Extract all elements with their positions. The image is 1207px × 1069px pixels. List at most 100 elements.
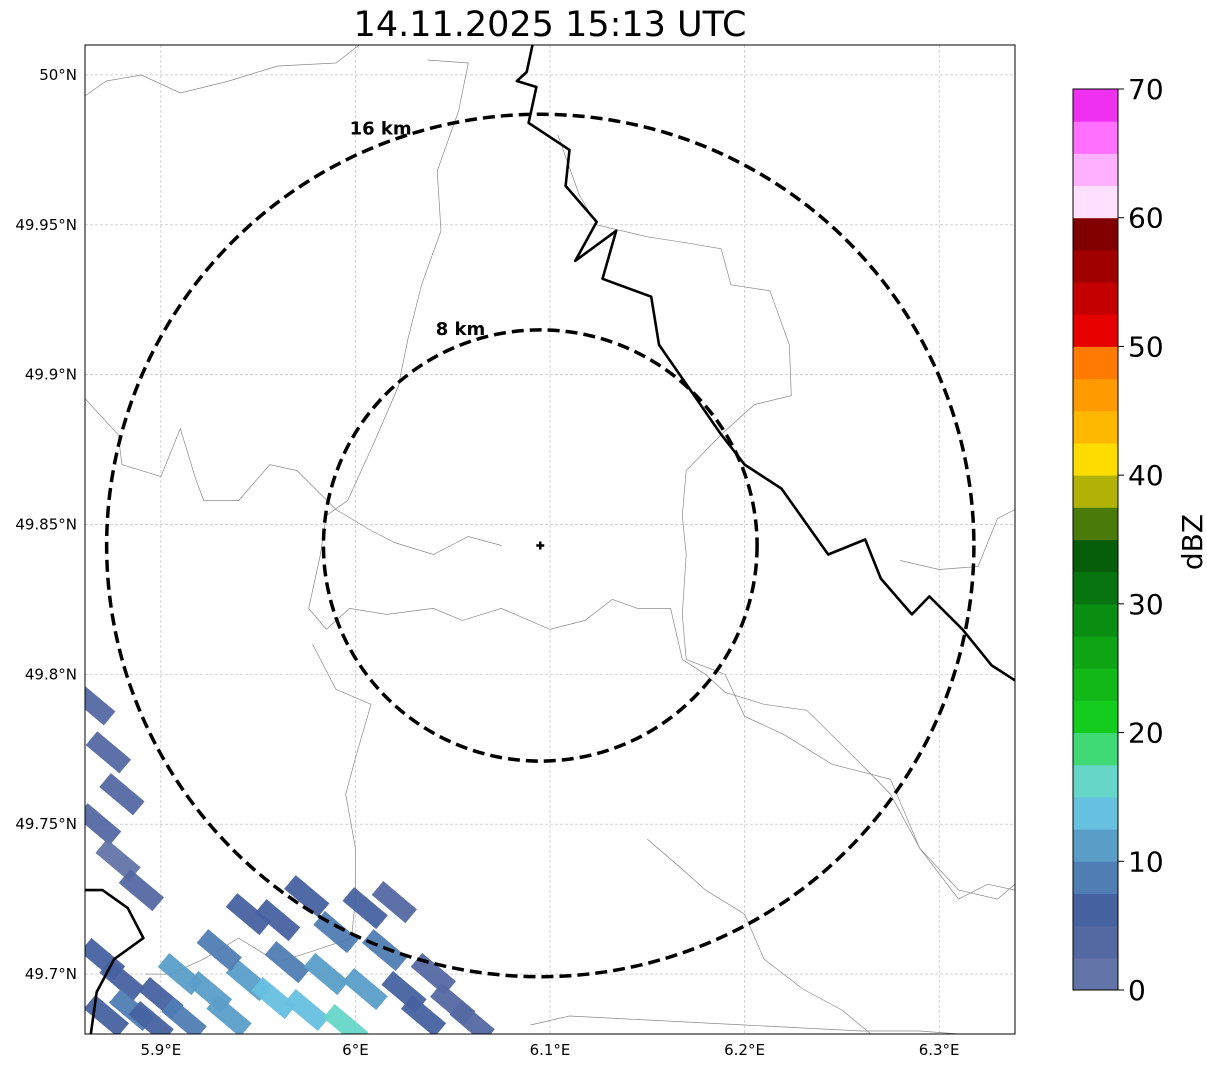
reflectivity-cell	[206, 994, 252, 1034]
national-border-line	[85, 888, 145, 1034]
x-axis-ticks: 5.9°E 6°E 6.1°E 6.2°E 6.3°E	[140, 1041, 959, 1059]
y-tick-label: 49.9°N	[25, 366, 77, 384]
colorbar-segment	[1073, 893, 1118, 927]
colorbar-segment	[1073, 539, 1118, 573]
reflectivity-cell	[264, 941, 310, 984]
reflectivity-cell	[400, 995, 447, 1034]
colorbar-segment	[1073, 603, 1118, 637]
colorbar-segment	[1073, 475, 1118, 508]
reflectivity-cell	[284, 988, 330, 1032]
reflectivity-cell	[323, 1003, 369, 1034]
reflectivity-cell	[99, 959, 145, 1002]
admin-boundary-line	[145, 644, 372, 975]
admin-boundaries	[85, 45, 1015, 1034]
reflectivity-cell	[85, 683, 116, 726]
reflectivity-cell	[85, 731, 131, 774]
colorbar-segment	[1073, 378, 1118, 412]
range-ring	[104, 112, 976, 979]
reflectivity-cell	[303, 953, 349, 996]
plot-title: 14.11.2025 15:13 UTC	[353, 5, 747, 45]
reflectivity-cell	[157, 953, 203, 996]
reflectivity-cell	[361, 929, 408, 972]
range-ring-label: 16 km	[350, 119, 412, 140]
colorbar-segment	[1073, 925, 1118, 959]
y-tick-label: 49.8°N	[25, 665, 77, 683]
y-tick-label: 50°N	[39, 66, 77, 84]
national-borders	[85, 45, 1015, 1034]
colorbar-tick-label: 10	[1128, 845, 1164, 878]
colorbar-segment	[1073, 121, 1118, 154]
colorbar-segment	[1073, 668, 1118, 701]
colorbar-segment	[1073, 796, 1118, 830]
reflectivity-cell	[196, 929, 242, 972]
admin-boundary-line	[85, 45, 360, 97]
reflectivity-cell	[251, 977, 297, 1020]
colorbar-segment	[1073, 346, 1118, 380]
colorbar-segment	[1073, 861, 1118, 894]
colorbar-segment	[1073, 700, 1118, 734]
reflectivity-cell	[161, 997, 207, 1034]
reflectivity-cell	[85, 803, 122, 846]
reflectivity-cell	[254, 899, 301, 942]
admin-boundary-line	[85, 398, 502, 555]
admin-boundary-line	[686, 659, 1015, 900]
colorbar-segment	[1073, 829, 1118, 862]
reflectivity-cell	[371, 881, 417, 924]
x-tick-label: 6°E	[342, 1041, 369, 1059]
admin-boundary-line	[647, 838, 872, 1034]
colorbar-segment	[1073, 957, 1118, 991]
radar-site-marker	[536, 541, 545, 550]
colorbar-segment	[1073, 732, 1118, 766]
gridlines	[85, 45, 1015, 1034]
colorbar-segment	[1073, 507, 1118, 540]
y-axis-ticks: 50°N 49.95°N 49.9°N 49.85°N 49.8°N 49.75°N 49.…	[15, 66, 77, 983]
x-tick-label: 5.9°E	[140, 1041, 181, 1059]
range-ring-label: 8 km	[436, 319, 486, 340]
reflectivity-cell	[99, 773, 145, 816]
colorbar-segment	[1073, 442, 1118, 476]
colorbar-tick-label: 0	[1128, 974, 1146, 1007]
colorbar-segment	[1073, 314, 1118, 347]
colorbar-segment	[1073, 282, 1118, 315]
colorbar-tick-label: 30	[1128, 588, 1164, 621]
colorbar-tick-label: 50	[1128, 330, 1164, 363]
colorbar-tick-label: 60	[1128, 202, 1164, 235]
reflectivity-cell	[342, 967, 388, 1011]
national-border-line	[515, 45, 1015, 682]
colorbar: 0 10 20 30 40 50 60 70 dBZ	[1072, 73, 1207, 1007]
x-tick-label: 6.2°E	[724, 1041, 765, 1059]
y-tick-label: 49.75°N	[15, 815, 77, 833]
reflectivity-cell	[284, 875, 330, 918]
colorbar-tick-label: 40	[1128, 459, 1164, 492]
colorbar-segment	[1073, 571, 1118, 605]
colorbar-frame	[1072, 88, 1119, 991]
colorbar-tick-label: 70	[1128, 73, 1164, 106]
admin-boundary-line	[530, 1015, 959, 1034]
reflectivity-cell	[118, 869, 165, 912]
reflectivity-cell	[410, 953, 456, 996]
colorbar-segment	[1073, 185, 1118, 219]
colorbar-segment	[1073, 89, 1118, 122]
y-tick-label: 49.95°N	[15, 216, 77, 234]
map-background	[85, 45, 1015, 1034]
colorbar-segment	[1073, 249, 1118, 283]
reflectivity-cell	[128, 1000, 174, 1034]
y-tick-label: 49.85°N	[15, 516, 77, 534]
colorbar-segment	[1073, 764, 1118, 798]
reflectivity-field	[85, 683, 495, 1034]
admin-boundary-line	[681, 395, 792, 660]
admin-boundary-line	[308, 59, 683, 660]
reflectivity-cell	[449, 1000, 495, 1034]
colorbar-segment	[1073, 636, 1118, 669]
range-ring	[321, 328, 759, 763]
reflectivity-cell	[225, 893, 272, 936]
y-tick-label: 49.7°N	[25, 965, 77, 983]
colorbar-label: dBZ	[1176, 514, 1207, 570]
colorbar-tick-label: 20	[1128, 717, 1164, 750]
reflectivity-cell	[342, 887, 388, 930]
map-frame	[84, 44, 1016, 1035]
colorbar-segment	[1073, 410, 1118, 444]
colorbar-segment	[1073, 153, 1118, 187]
x-tick-label: 6.3°E	[919, 1041, 960, 1059]
